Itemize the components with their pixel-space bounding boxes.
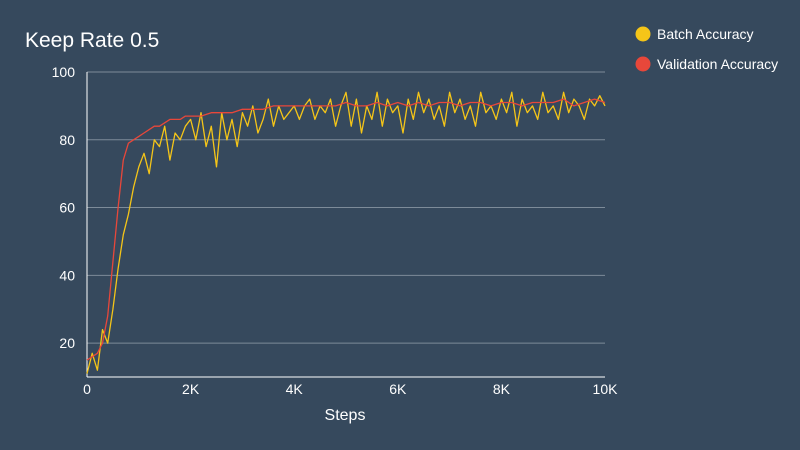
y-axis-ticks: 20 40 60 80 100	[52, 64, 76, 351]
legend-marker	[635, 56, 651, 72]
series-line-validation-accuracy	[86, 98, 606, 361]
legend-label: Batch Accuracy	[657, 26, 754, 42]
x-tick-label: 2K	[182, 381, 200, 397]
x-tick-label: 0	[83, 381, 91, 397]
x-axis-ticks: 0 2K 4K 6K 8K 10K	[83, 381, 618, 397]
x-tick-label: 6K	[389, 381, 407, 397]
legend: Batch Accuracy Validation Accuracy	[635, 26, 778, 72]
y-tick-label: 40	[59, 267, 75, 283]
chart-title: Keep Rate 0.5	[25, 29, 159, 52]
y-tick-label: 100	[52, 64, 76, 80]
legend-marker	[635, 26, 651, 42]
x-axis-label: Steps	[325, 407, 366, 424]
series-lines	[86, 91, 606, 374]
y-tick-label: 20	[59, 335, 75, 351]
y-tick-label: 80	[59, 132, 75, 148]
series-line-batch-accuracy	[86, 91, 606, 374]
legend-label: Validation Accuracy	[657, 56, 778, 72]
x-tick-label: 8K	[493, 381, 511, 397]
x-tick-label: 4K	[286, 381, 304, 397]
x-tick-label: 10K	[593, 381, 619, 397]
y-tick-label: 60	[59, 200, 75, 216]
